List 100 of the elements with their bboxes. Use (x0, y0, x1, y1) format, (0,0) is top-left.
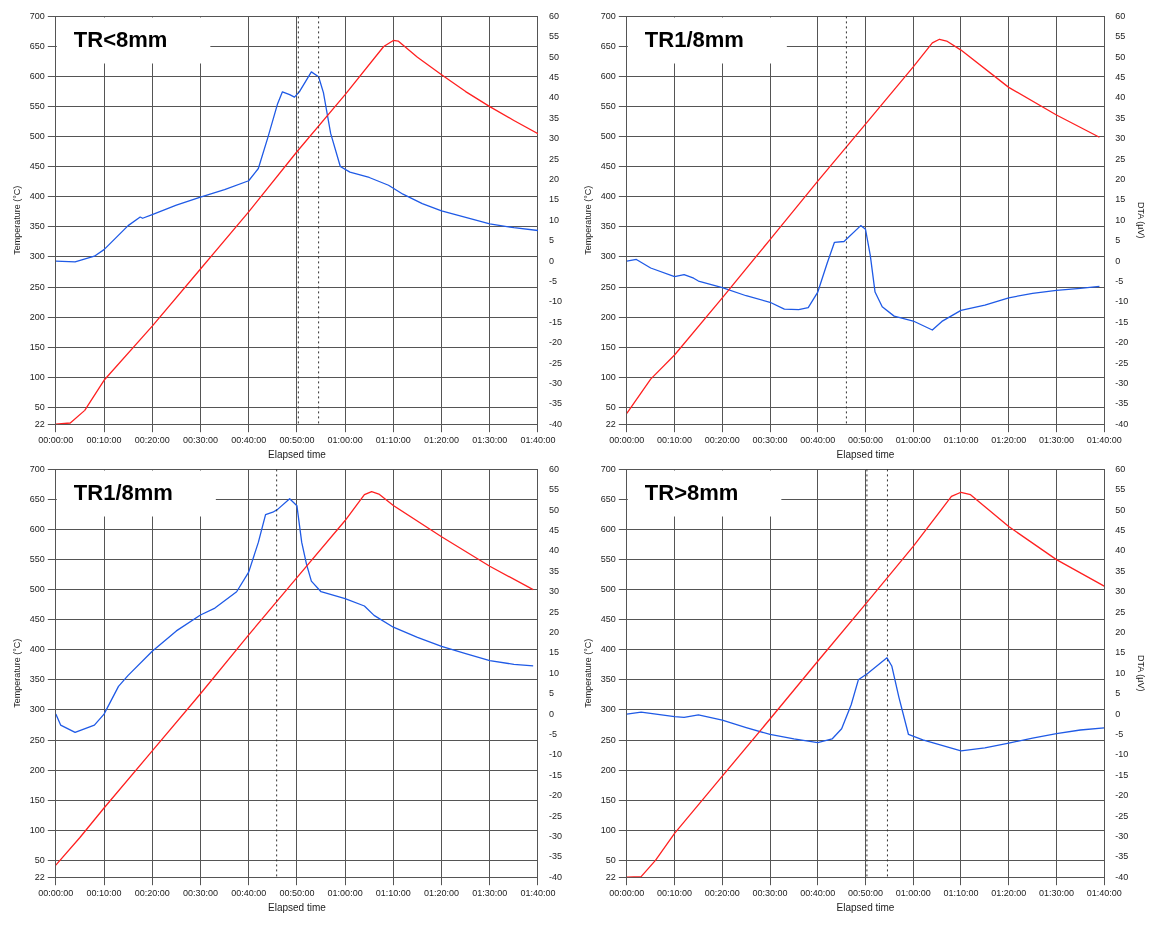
y2-tick-label: 40 (1115, 92, 1126, 103)
y-tick-label: 700 (600, 463, 616, 474)
y-tick-label: 600 (600, 524, 616, 535)
x-tick-label: 00:40:00 (800, 888, 836, 899)
y2-tick-label: -40 (548, 871, 563, 882)
y-tick-label: 400 (29, 644, 45, 655)
y-tick-label: 400 (600, 644, 616, 655)
x-tick-label: 01:30:00 (472, 435, 508, 446)
x-tick-label: 00:30:00 (182, 888, 218, 899)
x-axis-title: Elapsed time (836, 448, 895, 460)
y-axis-title: Temperature (°C) (11, 185, 22, 255)
x-tick-label: 00:30:00 (752, 888, 788, 899)
x-tick-label: 01:10:00 (943, 435, 979, 446)
y2-tick-label: -40 (1115, 871, 1129, 882)
y2-tick-label: 20 (1115, 627, 1126, 637)
y-tick-label: 22 (605, 871, 616, 882)
x-tick-label: 00:10:00 (657, 888, 693, 899)
x-tick-label: 00:50:00 (279, 888, 315, 899)
y-tick-label: 450 (600, 161, 616, 172)
x-tick-label: 01:00:00 (895, 435, 931, 446)
y2-tick-label: 10 (1115, 214, 1126, 225)
y-tick-label: 150 (29, 341, 45, 352)
x-tick-label: 01:40:00 (1086, 888, 1122, 899)
x-tick-label: 00:20:00 (134, 435, 170, 446)
y-tick-label: 600 (600, 71, 616, 82)
x-tick-label: 00:00:00 (609, 888, 645, 899)
text: TR<8mm (73, 27, 168, 53)
text: TR1/8mm (73, 480, 173, 506)
y2-tick-label: 5 (1115, 235, 1121, 246)
x-tick-label: 00:40:00 (231, 435, 267, 446)
y-tick-label: 200 (600, 764, 616, 775)
y2-tick-label: -40 (1115, 418, 1129, 429)
x-tick-label: 00:10:00 (86, 888, 122, 899)
x-tick-label: 01:10:00 (375, 435, 411, 446)
y-tick-label: 550 (29, 554, 45, 565)
x-tick-label: 01:20:00 (424, 888, 460, 899)
y2-tick-label: 55 (1115, 31, 1126, 42)
y2-tick-label: 35 (548, 112, 560, 123)
y-tick-label: 300 (29, 251, 45, 262)
y2-tick-label: -25 (1115, 810, 1129, 821)
y2-tick-label: 35 (1115, 565, 1126, 576)
y2-tick-label: 15 (1115, 194, 1126, 205)
y-tick-label: 650 (600, 493, 616, 504)
y2-tick-label: 0 (548, 708, 555, 719)
y2-tick-label: 15 (548, 194, 560, 205)
y2-tick-label: 60 (1115, 10, 1126, 21)
y2-tick-label: 25 (548, 153, 560, 164)
y2-axis-title: DTA (µV) (1136, 655, 1147, 692)
y2-tick-label: -30 (548, 830, 563, 841)
x-tick-label: 01:40:00 (1086, 435, 1122, 446)
x-tick-label: 01:00:00 (895, 888, 931, 899)
y2-tick-label: 60 (548, 463, 560, 474)
y2-tick-label: 20 (548, 174, 560, 184)
y-axis-title: Temperature (°C) (582, 185, 593, 255)
y-tick-label: 650 (29, 40, 45, 51)
x-tick-label: 00:00:00 (609, 435, 645, 446)
y2-tick-label: -35 (1115, 851, 1129, 862)
y2-tick-label: 0 (1115, 708, 1121, 719)
x-tick-label: 00:30:00 (182, 435, 218, 446)
x-axis-title: Elapsed time (268, 901, 327, 913)
y-tick-label: 650 (600, 40, 616, 51)
y2-tick-label: -5 (548, 275, 558, 286)
y-tick-label: 700 (29, 10, 45, 21)
y2-axis-title: DTA (µV) (1136, 202, 1147, 239)
y-tick-label: 350 (29, 674, 45, 685)
text: TR1/8mm (644, 27, 744, 53)
y2-tick-label: 30 (1115, 586, 1126, 597)
y-tick-label: 450 (29, 614, 45, 625)
y2-tick-label: -25 (548, 810, 563, 821)
y2-tick-label: 25 (1115, 606, 1126, 617)
x-tick-label: 00:20:00 (704, 435, 740, 446)
y2-tick-label: -15 (548, 769, 563, 780)
y2-tick-label: 60 (1115, 463, 1126, 474)
y2-tick-label: -5 (1115, 728, 1124, 739)
x-tick-label: 00:50:00 (279, 435, 315, 446)
x-tick-label: 00:00:00 (38, 888, 74, 899)
y2-tick-label: 45 (548, 72, 560, 83)
y-tick-label: 50 (605, 854, 616, 865)
y2-tick-label: 45 (1115, 72, 1126, 83)
y-tick-label: 100 (29, 824, 45, 835)
y-tick-label: 250 (29, 281, 45, 292)
y-tick-label: 350 (600, 221, 616, 232)
y-tick-label: 100 (600, 824, 616, 835)
y2-tick-label: -5 (1115, 275, 1124, 286)
x-tick-label: 00:20:00 (134, 888, 170, 899)
y2-tick-label: -30 (1115, 830, 1129, 841)
y2-tick-label: -10 (548, 296, 563, 307)
x-tick-label: 01:10:00 (375, 888, 411, 899)
y2-tick-label: 45 (548, 525, 560, 536)
x-tick-label: 00:40:00 (231, 888, 267, 899)
y2-tick-label: 55 (548, 484, 560, 495)
y2-tick-label: -35 (1115, 398, 1129, 409)
y2-tick-label: 50 (548, 51, 560, 62)
y-tick-label: 22 (34, 418, 45, 429)
y2-tick-label: 15 (548, 647, 560, 658)
x-tick-label: 00:50:00 (847, 888, 884, 899)
y2-tick-label: 30 (548, 133, 560, 144)
x-tick-label: 01:00:00 (327, 435, 363, 446)
y2-tick-label: -15 (1115, 769, 1129, 780)
y-tick-label: 22 (605, 418, 616, 429)
